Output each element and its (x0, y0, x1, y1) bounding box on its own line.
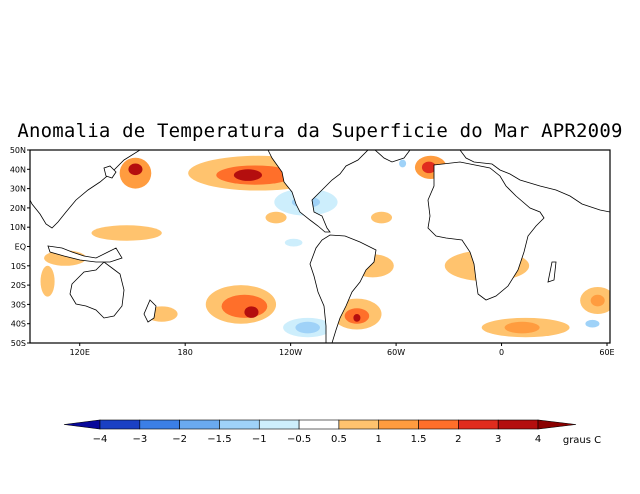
anomaly-aus-w-warm (40, 265, 55, 297)
colorbar: −4 −3 −2 −1.5 −1 −0.5 0.5 1 1.5 2 3 4 graus C (63, 419, 601, 446)
colorbar-label: −2 (172, 434, 187, 445)
colorbar-label: −4 (93, 434, 108, 445)
colorbar-label: −0.5 (287, 434, 311, 445)
lat-label: 20N (10, 204, 26, 213)
landmass-eurasia (459, 150, 610, 213)
anomaly-e-pacific-cool (284, 238, 303, 247)
lat-label: 10N (10, 223, 26, 232)
anomaly-w-pacific-warm (91, 225, 162, 241)
lat-label: 30S (11, 300, 26, 309)
lon-label: 120W (279, 348, 302, 357)
landmass-north-america (267, 150, 369, 233)
colorbar-segment (179, 419, 220, 430)
colorbar-label: −3 (132, 434, 147, 445)
anomaly-s-pacific-warm-b-peak (353, 314, 361, 322)
longitude-axis: 120E 180 120W 60W 0 60E (70, 343, 615, 357)
colorbar-segment (338, 419, 380, 430)
lat-label: 30N (10, 185, 26, 194)
lat-label: 40S (11, 320, 26, 329)
colorbar-label: 2 (455, 434, 461, 445)
anomaly-s-pacific-warm-core (221, 294, 268, 318)
landmass-indonesia (47, 245, 123, 263)
anomaly-caribbean-warm (370, 211, 393, 224)
colorbar-label: −1.5 (207, 434, 231, 445)
anomaly-s-pacific-warm-peak (244, 306, 259, 318)
landmass-japan (103, 165, 117, 179)
colorbar-segment (258, 419, 300, 430)
lat-label: 50S (11, 339, 26, 348)
colorbar-segment (418, 419, 459, 430)
colorbar-label: −1 (252, 434, 267, 445)
landmass-madagascar (547, 261, 557, 283)
anomaly-w-atlantic-cool (399, 159, 407, 168)
anomaly-japan-warm-core (128, 163, 143, 176)
colorbar-segment (458, 419, 499, 430)
colorbar-segment (298, 419, 340, 430)
lon-label: 120E (70, 348, 90, 357)
coastlines (30, 150, 610, 343)
colorbar-segment (99, 419, 141, 430)
anomaly-s-ocean-warm-core (504, 321, 540, 334)
colorbar-segment (378, 419, 419, 430)
colorbar-segment (497, 419, 539, 430)
lon-label: 0 (499, 348, 504, 357)
colorbar-segment (139, 419, 180, 430)
colorbar-segment (219, 419, 260, 430)
latitude-axis: 50N 40N 30N 20N 10N EQ 10S 20S 30S 40S 50S (10, 146, 30, 348)
lat-label: 50N (10, 146, 26, 155)
anomaly-ne-pacific-warm (265, 211, 287, 224)
anomaly-s-pacific-cool-core (295, 321, 320, 334)
lat-label: EQ (15, 243, 26, 252)
colorbar-label: 1.5 (411, 434, 427, 445)
landmass-africa (427, 161, 545, 301)
landmass-greenland (374, 150, 411, 163)
lon-label: 60E (599, 348, 614, 357)
landmass-south-america (309, 234, 377, 343)
landmass-australia (69, 261, 125, 319)
colorbar-label: 4 (535, 434, 541, 445)
lat-label: 10S (11, 262, 26, 271)
lon-label: 180 (178, 348, 193, 357)
colorbar-label: 3 (495, 434, 501, 445)
colorbar-arrow-low (63, 419, 101, 430)
anomaly-n-pacific-warm-peak (233, 169, 262, 181)
colorbar-label: 1 (376, 434, 382, 445)
anomaly-s-indian-cool (585, 319, 600, 328)
map-title: Anomalia de Temperatura da Superficie do… (17, 120, 623, 142)
lon-label: 60W (387, 348, 405, 357)
landmass-new-zealand (143, 299, 157, 323)
anomaly-s-indian-warm-core (590, 294, 605, 307)
colorbar-unit: graus C (563, 435, 601, 446)
colorbar-arrow-high (537, 419, 577, 430)
lat-label: 40N (10, 165, 26, 174)
colorbar-label: 0.5 (331, 434, 347, 445)
lat-label: 20S (11, 281, 26, 290)
anomaly-n-atlantic-warm-peak (421, 161, 436, 174)
